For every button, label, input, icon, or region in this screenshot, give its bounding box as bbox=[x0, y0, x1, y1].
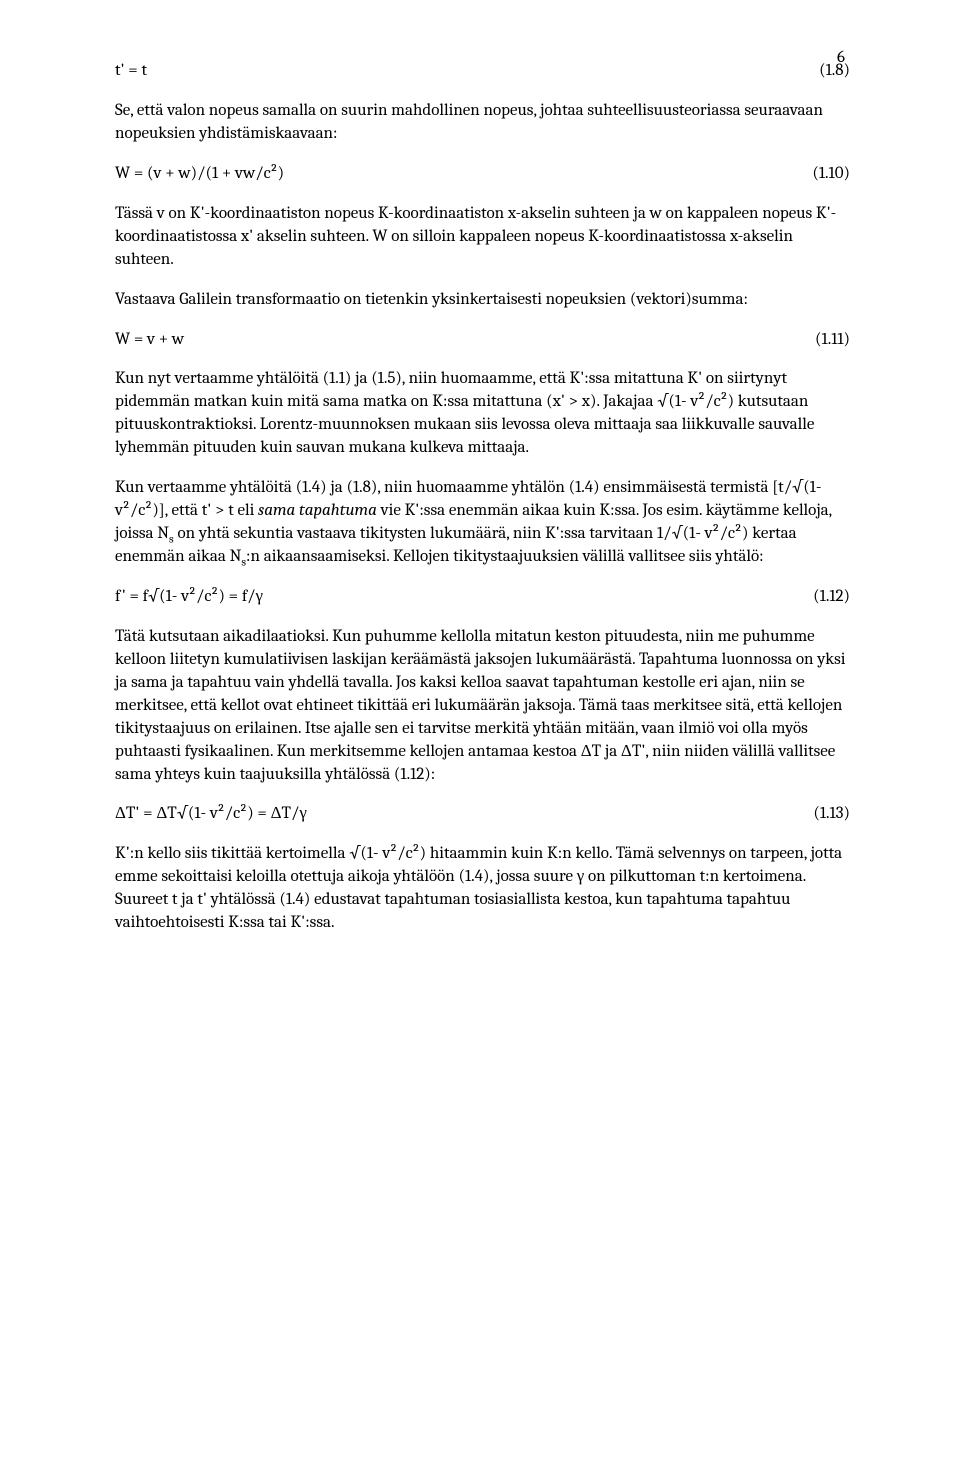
eq-expr: W = (v + w)/(1 + vw/c²) bbox=[115, 163, 284, 186]
paragraph-7: K':n kello siis tikittää kertoimella √(1… bbox=[115, 843, 850, 935]
para5-italic: sama tapahtuma bbox=[258, 501, 377, 520]
eq-number: (1.12) bbox=[793, 586, 850, 609]
eq-expr: W = v + w bbox=[115, 329, 184, 352]
eq-expr: f' = f√(1- v²/c²) = f/γ bbox=[115, 586, 263, 609]
equation-1-11: W = v + w (1.11) bbox=[115, 329, 850, 352]
eq-expr: t' = t bbox=[115, 60, 147, 83]
paragraph-2: Tässä v on K'-koordinaatiston nopeus K-k… bbox=[115, 203, 850, 272]
paragraph-1: Se, että valon nopeus samalla on suurin … bbox=[115, 100, 850, 146]
eq-number: (1.10) bbox=[792, 163, 850, 186]
paragraph-5: Kun vertaamme yhtälöitä (1.4) ja (1.8), … bbox=[115, 477, 850, 569]
eq-expr: ΔT' = ΔT√(1- v²/c²) = ΔT/γ bbox=[115, 803, 307, 826]
para5-d: :n aikaansaamiseksi. Kellojen tikitystaa… bbox=[246, 547, 764, 566]
eq-number: (1.13) bbox=[793, 803, 850, 826]
paragraph-6: Tätä kutsutaan aikadilaatioksi. Kun puhu… bbox=[115, 626, 850, 787]
equation-1-10: W = (v + w)/(1 + vw/c²) (1.10) bbox=[115, 163, 850, 186]
paragraph-3: Vastaava Galilein transformaatio on tiet… bbox=[115, 289, 850, 312]
eq-number: (1.11) bbox=[795, 329, 850, 352]
page-number: 6 bbox=[837, 48, 845, 67]
page: 6 t' = t (1.8) Se, että valon nopeus sam… bbox=[0, 0, 960, 1478]
equation-1-13: ΔT' = ΔT√(1- v²/c²) = ΔT/γ (1.13) bbox=[115, 803, 850, 826]
paragraph-4: Kun nyt vertaamme yhtälöitä (1.1) ja (1.… bbox=[115, 368, 850, 460]
equation-1-8: t' = t (1.8) bbox=[115, 60, 850, 83]
equation-1-12: f' = f√(1- v²/c²) = f/γ (1.12) bbox=[115, 586, 850, 609]
